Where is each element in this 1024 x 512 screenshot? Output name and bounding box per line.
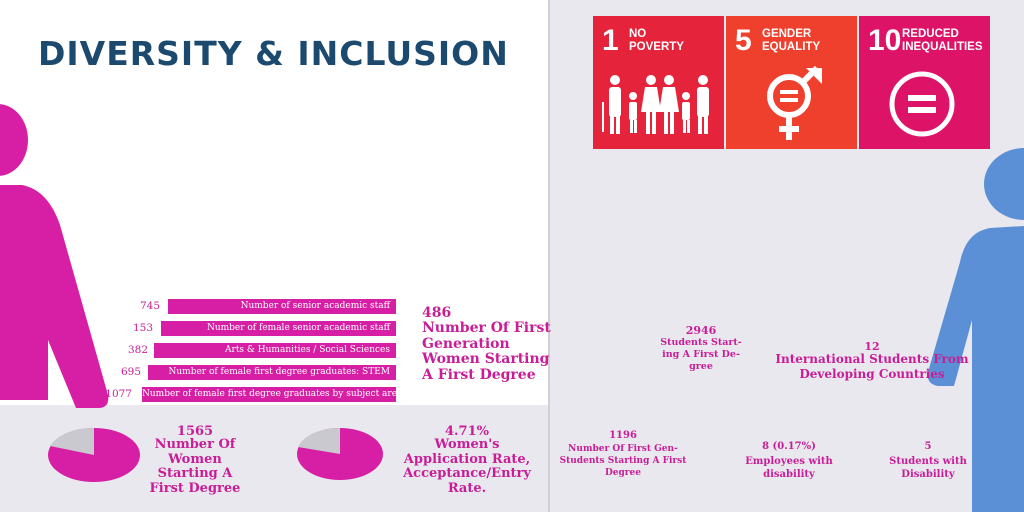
students-disability-value: 5 (924, 441, 932, 452)
international-value: 12 (864, 340, 880, 353)
sdg-label: GENDER EQUALITY (762, 28, 821, 53)
pie-chart-icon (48, 427, 140, 482)
page-title: DIVERSITY & INCLUSION (38, 34, 509, 73)
sdg-number: 10 (868, 24, 902, 57)
bar-value: 695 (120, 366, 141, 378)
employees-disability-label: Employees with disability (745, 456, 833, 480)
bar-value: 382 (127, 344, 148, 356)
bar-value: 1077 (105, 388, 132, 400)
women-starting-value: 1565 (176, 424, 214, 439)
equals-circle-icon (889, 71, 955, 137)
sdg-tile-reduced-inequalities: 10 REDUCED INEQUALITIES (859, 16, 990, 149)
first-gen-women-label: Number Of First Generation Women Startin… (422, 320, 551, 383)
first-gen-students-value: 1196 (609, 430, 637, 441)
international-label: International Students From Developing C… (775, 352, 969, 381)
women-starting-label: Number Of Women Starting A First Degree (149, 437, 241, 496)
bar-arts-humanities: Arts & Humanities / Social Sciences (154, 343, 396, 358)
students-starting-value: 2946 (685, 324, 717, 337)
sdg-tile-gender-equality: 5 GENDER EQUALITY (726, 16, 857, 149)
sdg-number: 5 (735, 24, 752, 57)
pie-chart-icon (297, 427, 383, 480)
bar-female-senior-academic-staff: Number of female senior academic staff (161, 321, 396, 336)
employees-disability-value: 8 (0.17%) (762, 441, 816, 452)
sdg-number: 1 (602, 24, 619, 57)
female-figure-icon (0, 104, 109, 408)
students-disability-label: Students with Disability (889, 456, 967, 480)
first-gen-women-value: 486 (422, 305, 452, 321)
first-gen-students-label: Number Of First Gen- Students Starting A… (559, 444, 687, 478)
sdg-tile-no-poverty: 1 NO POVERTY (593, 16, 724, 149)
gender-equality-icon (767, 66, 822, 140)
students-starting-label: Students Start- ing A First De- gree (660, 337, 742, 372)
family-icon (602, 75, 709, 134)
bar-female-graduates-subject: Number of female first degree graduates … (142, 387, 402, 402)
women-app-rate-value: 4.71% (444, 424, 489, 439)
male-figure-icon (927, 148, 1024, 512)
panel-divider (548, 0, 550, 512)
bar-value: 153 (132, 322, 153, 334)
bar-value: 745 (139, 300, 160, 312)
sdg-label: NO POVERTY (629, 28, 684, 53)
bar-female-graduates-stem: Number of female first degree graduates:… (148, 365, 396, 380)
bar-senior-academic-staff: Number of senior academic staff (168, 299, 396, 314)
women-app-rate-label: Women's Application Rate, Acceptance/Ent… (403, 437, 531, 496)
sdg-label: REDUCED INEQUALITIES (902, 28, 983, 53)
